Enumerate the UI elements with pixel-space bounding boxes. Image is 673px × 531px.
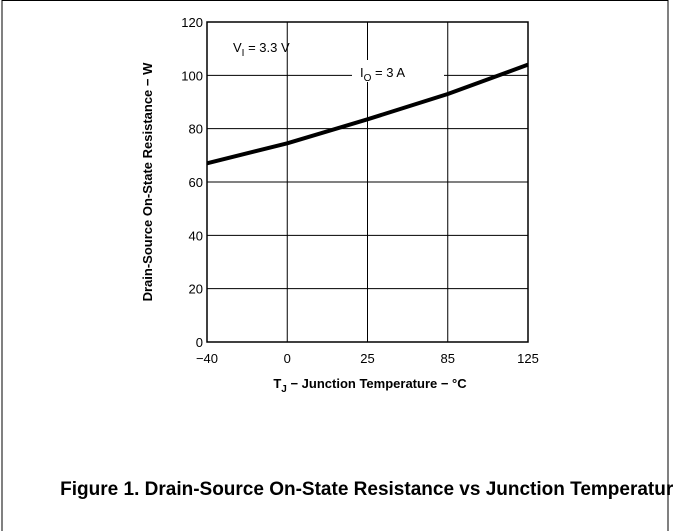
label: IO = 3 A — [360, 65, 405, 84]
y-tick-label: 100 — [181, 68, 203, 83]
y-tick-label: 0 — [196, 335, 203, 350]
x-tick-label: 125 — [517, 351, 539, 366]
label-rest: = 3.3 V — [244, 40, 289, 55]
label-rest: = 3 A — [371, 65, 405, 80]
label-main: T — [273, 376, 281, 391]
label: TJ − Junction Temperature − °C — [273, 376, 467, 395]
y-tick-label: 80 — [189, 122, 203, 137]
x-tick-label: 85 — [441, 351, 455, 366]
caption: Figure 1. Drain-Source On-State Resistan… — [60, 479, 673, 500]
y-tick-label: 120 — [181, 15, 203, 30]
data-line — [206, 62, 529, 166]
x-tick-label: −40 — [196, 351, 218, 366]
label-sub: O — [364, 73, 372, 84]
label-main: V — [233, 40, 242, 55]
plot-border — [206, 21, 529, 343]
y-axis-label: Drain-Source On-State Resistance − W — [140, 62, 155, 301]
y-tick-label: 20 — [189, 282, 203, 297]
y-tick-label: 60 — [189, 175, 203, 190]
y-tick-label: 40 — [189, 228, 203, 243]
x-tick-label: 25 — [360, 351, 374, 366]
label: VI = 3.3 V — [233, 40, 290, 59]
label-bg — [352, 60, 444, 82]
label-sub: I — [242, 48, 245, 59]
label-main: I — [360, 65, 364, 80]
label-rest: − Junction Temperature − °C — [287, 376, 467, 391]
label-sub: J — [281, 384, 287, 395]
x-tick-label: 0 — [284, 351, 291, 366]
